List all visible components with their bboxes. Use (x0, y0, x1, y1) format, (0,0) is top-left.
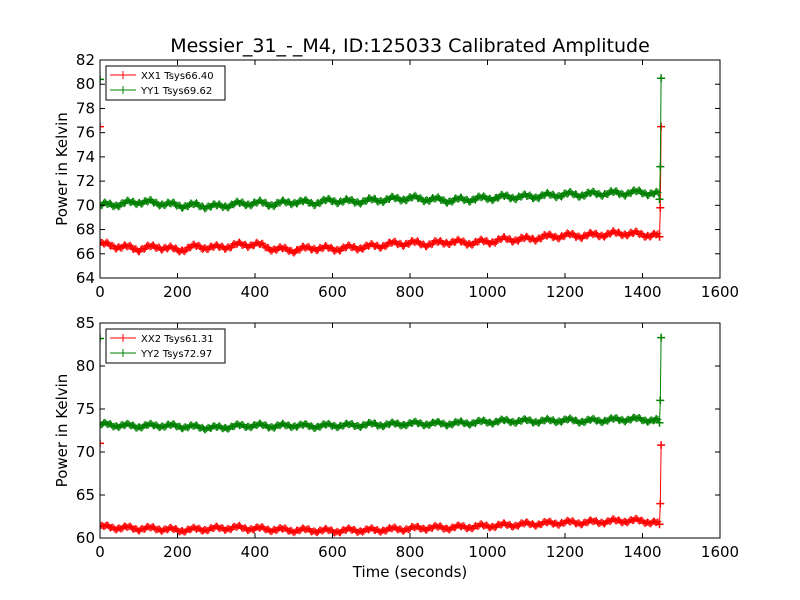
legend-label: YY2 Tsys72.97 (140, 349, 212, 360)
y-tick-label: 85 (76, 314, 95, 332)
x-tick-label: 0 (95, 543, 105, 561)
legend-marker (119, 71, 127, 79)
x-tick-label: 1600 (701, 543, 739, 561)
x-tick-label: 1400 (623, 283, 661, 301)
y-axis-label: Power in Kelvin (53, 112, 71, 226)
y-tick-label: 72 (76, 172, 95, 190)
series-end-markers (100, 333, 666, 427)
x-tick-label: 600 (318, 283, 347, 301)
series-markers (100, 514, 662, 537)
y-tick-label: 66 (76, 245, 95, 263)
legend-label: XX1 Tsys66.40 (141, 71, 214, 82)
x-tick-label: 1400 (623, 543, 661, 561)
x-tick-label: 0 (95, 283, 105, 301)
x-axis-label: Time (seconds) (352, 563, 468, 581)
y-tick-label: 76 (76, 124, 95, 142)
x-tick-label: 1200 (546, 283, 584, 301)
series-layer (100, 74, 666, 257)
y-tick-label: 64 (76, 269, 95, 287)
legend: XX2 Tsys61.31 YY2 Tsys72.97 (105, 328, 226, 364)
y-axis-label: Power in Kelvin (53, 374, 71, 488)
bottom-power-plot: 0 200 400 600 800 1000 1200 1400 1600 60 65 70 75 80 8… (53, 314, 739, 581)
y-tick-label: 82 (76, 51, 95, 69)
legend-marker (119, 86, 127, 94)
legend-label: YY1 Tsys69.62 (140, 86, 212, 97)
y-tick-label: 60 (76, 529, 95, 547)
x-tick-label: 200 (163, 543, 192, 561)
series-markers (100, 186, 662, 213)
x-tick-label: 800 (396, 283, 425, 301)
legend-marker (119, 334, 127, 342)
x-tick-label: 400 (241, 543, 270, 561)
figure-title: Messier_31_-_M4, ID:125033 Calibrated Am… (170, 35, 650, 57)
series-1 (100, 439, 666, 537)
series-markers (100, 227, 662, 257)
legend-marker (119, 349, 127, 357)
series-2 (100, 333, 666, 434)
y-tick-label: 80 (76, 357, 95, 375)
legend-entry: YY1 Tsys69.62 (110, 86, 212, 97)
series-markers (100, 413, 662, 434)
series-layer (100, 333, 666, 537)
x-tick-label: 600 (318, 543, 347, 561)
x-tick-label: 1000 (468, 543, 506, 561)
top-power-plot: 0 200 400 600 800 1000 1200 1400 1600 64 66 68 70 72 7… (53, 51, 739, 301)
legend-entry: XX2 Tsys61.31 (110, 334, 214, 345)
x-tick-label: 1000 (468, 283, 506, 301)
y-tick-label: 70 (76, 443, 95, 461)
y-tick-label: 68 (76, 221, 95, 239)
x-tick-label: 1600 (701, 283, 739, 301)
series-end-markers (100, 439, 666, 529)
y-tick-label: 65 (76, 486, 95, 504)
legend-box (105, 65, 226, 101)
y-tick-label: 74 (76, 148, 95, 166)
x-tick-label: 400 (241, 283, 270, 301)
legend-label: XX2 Tsys61.31 (141, 334, 214, 345)
legend-box (105, 328, 226, 364)
legend-entry: XX1 Tsys66.40 (110, 71, 214, 82)
y-tick-label: 80 (76, 75, 95, 93)
x-tick-label: 200 (163, 283, 192, 301)
y-tick-label: 75 (76, 400, 95, 418)
legend-entry: YY2 Tsys72.97 (110, 349, 212, 360)
x-tick-label: 1200 (546, 543, 584, 561)
legend: XX1 Tsys66.40 YY1 Tsys69.62 (105, 65, 226, 101)
series-2 (100, 74, 666, 213)
y-tick-label: 70 (76, 196, 95, 214)
y-tick-label: 78 (76, 99, 95, 117)
x-tick-label: 800 (396, 543, 425, 561)
series-end-markers (100, 74, 666, 204)
